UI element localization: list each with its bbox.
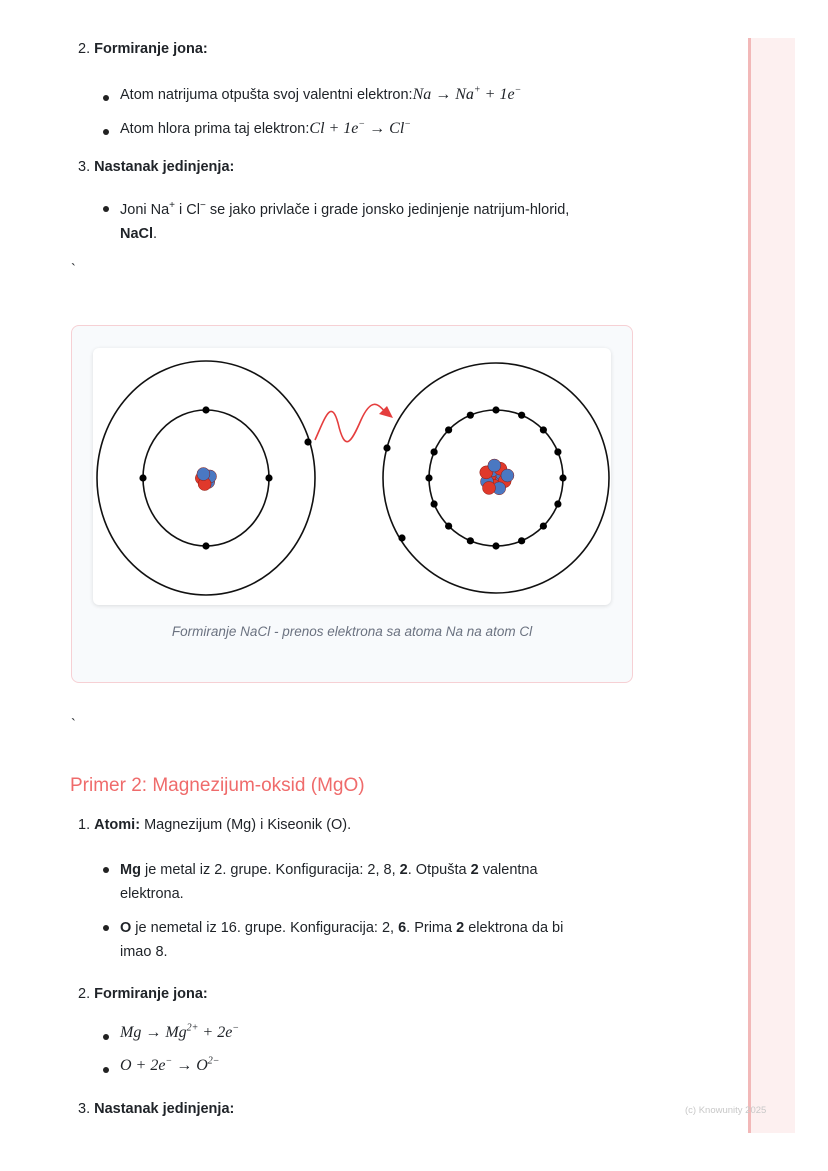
proton: [482, 481, 496, 495]
bullet-text: O je nemetal iz 16. grupe. Konfiguracija…: [120, 920, 564, 960]
bullet-text: Mg je metal iz 2. grupe. Konfiguracija: …: [120, 862, 538, 902]
list-item-atomi: 1. Atomi: Magnezijum (Mg) i Kiseonik (O)…: [78, 817, 352, 833]
electron: [430, 448, 438, 456]
electron: [425, 474, 433, 482]
figure-image: [93, 348, 611, 605]
list-item-formiranje-jona: 2. Formiranje jona:: [78, 41, 208, 57]
electron: [554, 500, 562, 508]
electron: [492, 406, 500, 414]
equation: Cl + 1e− → Cl−: [309, 118, 412, 137]
equation: O + 2e− → O2−: [120, 1055, 220, 1074]
electron: [139, 474, 147, 482]
text: Atom natrijuma otpušta svoj valentni ele…: [120, 87, 413, 103]
figure-card: Formiranje NaCl - prenos elektrona sa at…: [71, 325, 633, 683]
copyright: (c) Knowunity 2025: [685, 1105, 767, 1116]
bullet-icon: [103, 1034, 109, 1040]
bullet-icon: [103, 867, 109, 873]
bullet-text: Atom natrijuma otpušta svoj valentni ele…: [120, 84, 522, 104]
figure-caption: Formiranje NaCl - prenos elektrona sa at…: [171, 624, 533, 639]
bullet-text: Joni Na+ i Cl− se jako privlače i grade …: [120, 200, 570, 242]
electron: [518, 537, 526, 545]
list-title: Formiranje jona:: [94, 41, 208, 57]
text: Atom hlora prima taj elektron:: [120, 121, 310, 137]
electron-transfer-arrow: [314, 403, 386, 443]
electron: [559, 474, 567, 482]
equation: Na → Na+ + 1e−: [412, 84, 522, 103]
electron: [492, 542, 500, 550]
electron: [466, 537, 474, 545]
arrow-head-icon: [379, 406, 393, 418]
electron: [539, 522, 547, 530]
list-title: Nastanak jedinjenja:: [94, 159, 235, 175]
bullet-text: Atom hlora prima taj elektron:Cl + 1e− →…: [120, 118, 412, 138]
stray-backtick: `: [71, 717, 76, 733]
electron: [554, 448, 562, 456]
electron: [398, 534, 406, 542]
neutron: [196, 467, 211, 481]
list-item-nastanak: 3. Nastanak jedinjenja:: [78, 159, 234, 175]
electron: [202, 542, 210, 550]
side-panel: [748, 38, 795, 1133]
electron: [466, 411, 474, 419]
bullet-icon: [103, 925, 109, 931]
neutron: [500, 468, 515, 483]
electron: [265, 474, 273, 482]
electron: [430, 500, 438, 508]
list-number: 3.: [78, 159, 91, 175]
list-item-nastanak: 3. Nastanak jedinjenja:: [78, 1101, 235, 1117]
cl-outer-shell: [382, 362, 610, 594]
equation: Mg → Mg2+ + 2e−: [120, 1022, 240, 1041]
bullet-icon: [103, 206, 109, 212]
electron: [304, 438, 312, 446]
electron: [445, 522, 453, 530]
na-outer-shell: [96, 360, 316, 596]
list-item-formiranje-jona: 2. Formiranje jona:: [78, 986, 208, 1002]
stray-backtick: `: [71, 262, 76, 278]
bullet-icon: [103, 95, 109, 101]
neutron: [487, 458, 502, 473]
nacl-diagram: [96, 360, 610, 596]
electron: [539, 426, 547, 434]
electron: [518, 411, 526, 419]
section-heading: Primer 2: Magnezijum-oksid (MgO): [70, 775, 365, 796]
list-number: 2.: [78, 41, 91, 57]
electron: [445, 426, 453, 434]
electron: [383, 444, 391, 452]
bullet-icon: [103, 129, 109, 135]
bullet-icon: [103, 1067, 109, 1073]
electron: [202, 406, 210, 414]
